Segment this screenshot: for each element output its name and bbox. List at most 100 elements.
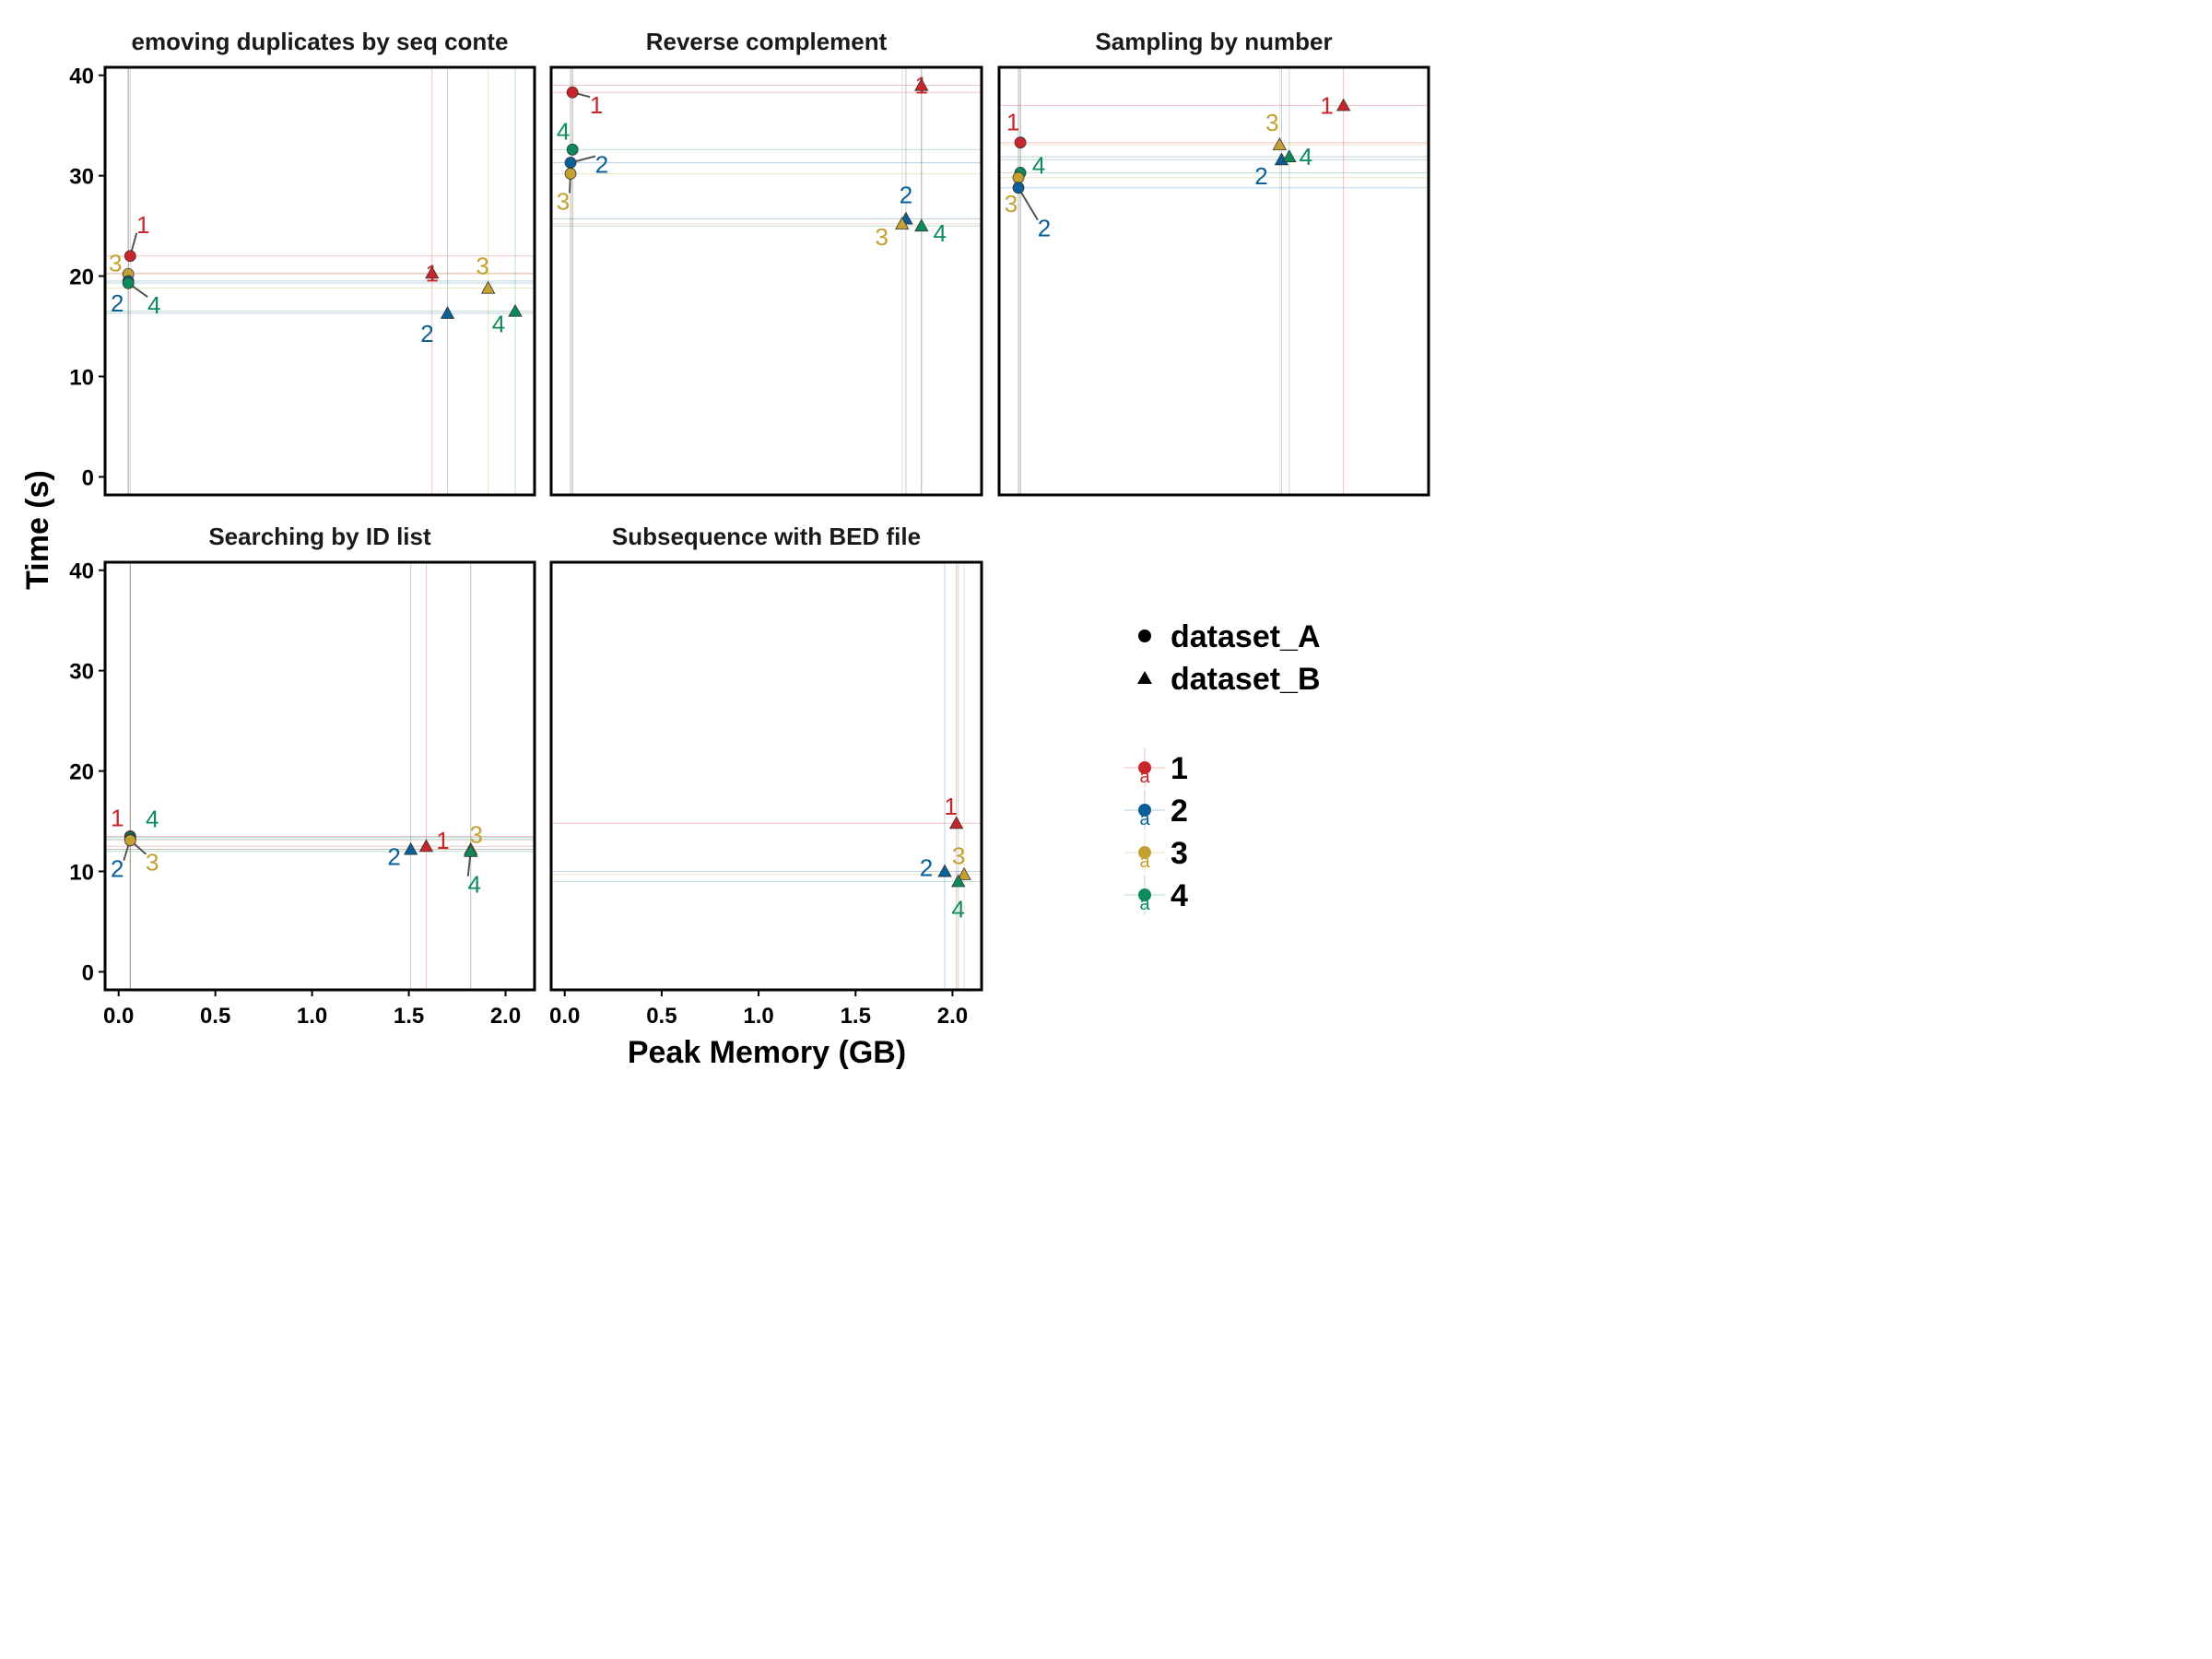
point-label-4: 4 <box>557 117 570 145</box>
point-triangle-2 <box>937 864 952 877</box>
panel-title: Searching by ID list <box>208 523 431 550</box>
point-label-3: 3 <box>146 849 159 877</box>
x-axis-title: Peak Memory (GB) <box>628 1035 906 1070</box>
point-label-1: 1 <box>136 211 149 239</box>
point-triangle-4 <box>951 874 966 888</box>
point-label-1: 1 <box>590 91 603 119</box>
point-label-2: 2 <box>387 843 400 871</box>
point-circle-1 <box>566 86 579 99</box>
y-tick-label: 30 <box>69 660 94 685</box>
panel-border <box>103 560 536 992</box>
point-label-3: 3 <box>469 821 482 849</box>
panel-title: Subsequence with BED file <box>612 523 921 550</box>
point-circle-4 <box>122 276 135 289</box>
point-circle-2 <box>564 157 577 169</box>
point-triangle-2 <box>440 306 455 319</box>
label-leader-line <box>1018 187 1039 221</box>
legend-key-point-1 <box>1138 761 1151 774</box>
y-tick-label: 20 <box>69 265 94 290</box>
point-label-3: 3 <box>109 249 122 276</box>
point-triangle-1 <box>425 265 440 279</box>
point-circle-4 <box>566 143 579 156</box>
panel-title: emoving duplicates by seq conte <box>132 28 509 55</box>
panel-border <box>549 65 983 497</box>
point-label-3: 3 <box>952 842 965 870</box>
panel-1: emoving duplicates by seq conte132412340… <box>69 28 536 497</box>
point-triangle-3 <box>480 280 496 294</box>
legend-key-triangle <box>1137 671 1152 684</box>
point-circle-3 <box>124 834 136 847</box>
legend-key-point-4 <box>1138 888 1151 901</box>
legend-key-glyph: a <box>1139 852 1150 872</box>
legend-label-dataset_A: dataset_A <box>1171 619 1321 654</box>
point-label-3: 3 <box>876 223 888 251</box>
point-label-4: 4 <box>1032 151 1045 179</box>
point-label-2: 2 <box>1038 215 1051 242</box>
x-tick-label: 0.0 <box>549 1004 580 1029</box>
point-label-4: 4 <box>147 291 160 319</box>
panel-border <box>549 560 983 992</box>
legend-key-point-2 <box>1138 804 1151 817</box>
panels-layer: emoving duplicates by seq conte132412340… <box>69 28 1430 1029</box>
panel-border <box>997 65 1430 497</box>
point-label-4: 4 <box>492 311 505 338</box>
point-label-2: 2 <box>111 289 124 317</box>
faceted-scatter-chart: emoving duplicates by seq conte132412340… <box>20 28 1430 1070</box>
point-circle-3 <box>564 168 577 180</box>
x-tick-label: 1.5 <box>841 1004 871 1029</box>
legend-key-glyph: a <box>1139 767 1150 787</box>
point-triangle-4 <box>1282 149 1297 162</box>
x-tick-label: 1.0 <box>743 1004 773 1029</box>
x-tick-label: 2.0 <box>490 1004 521 1029</box>
point-label-1: 1 <box>944 793 957 820</box>
panel-title: Reverse complement <box>646 28 888 55</box>
legend-key-circle <box>1138 629 1151 642</box>
point-label-1: 1 <box>1006 109 1019 136</box>
x-tick-label: 0.5 <box>646 1004 677 1029</box>
point-label-1: 1 <box>111 804 124 831</box>
legend-key-glyph: a <box>1139 809 1150 830</box>
point-triangle-1 <box>1335 98 1351 112</box>
y-tick-label: 10 <box>69 365 94 390</box>
x-tick-label: 2.0 <box>937 1004 968 1029</box>
point-circle-3 <box>1012 171 1025 184</box>
point-triangle-1 <box>914 77 929 91</box>
panel-2: Reverse complement14231234 <box>549 28 983 497</box>
panel-border <box>103 65 536 497</box>
point-label-3: 3 <box>1265 109 1278 136</box>
point-triangle-4 <box>464 843 478 857</box>
y-axis-title: Time (s) <box>20 470 55 590</box>
y-tick-label: 0 <box>82 465 94 490</box>
point-label-4: 4 <box>952 895 965 923</box>
y-tick-label: 40 <box>69 65 94 89</box>
point-label-4: 4 <box>1300 143 1312 171</box>
x-tick-label: 1.5 <box>394 1004 424 1029</box>
x-tick-label: 0.0 <box>103 1004 134 1029</box>
panel-plot-area: 14231234 <box>551 67 982 495</box>
point-label-4: 4 <box>934 219 947 247</box>
point-label-1: 1 <box>1320 91 1333 119</box>
point-triangle-3 <box>1272 137 1288 150</box>
panel-plot-area: 1 2 3 4 <box>551 562 982 990</box>
point-label-2: 2 <box>595 150 608 178</box>
y-tick-label: 30 <box>69 165 94 190</box>
legend-label-dataset_B: dataset_B <box>1171 662 1321 697</box>
point-label-4: 4 <box>467 871 480 899</box>
legend-label-4: 4 <box>1171 878 1188 913</box>
point-label-2: 2 <box>900 181 912 208</box>
point-label-2: 2 <box>920 853 933 881</box>
legend-label-1: 1 <box>1171 751 1188 786</box>
point-triangle-3 <box>957 866 971 880</box>
y-tick-label: 40 <box>69 559 94 584</box>
point-triangle-3 <box>895 217 910 229</box>
y-tick-label: 10 <box>69 860 94 885</box>
point-label-2: 2 <box>1254 162 1267 190</box>
point-label-3: 3 <box>557 187 570 215</box>
y-tick-label: 0 <box>82 960 94 985</box>
point-triangle-1 <box>948 816 964 830</box>
point-label-4: 4 <box>146 805 159 832</box>
point-label-1: 1 <box>436 827 449 854</box>
